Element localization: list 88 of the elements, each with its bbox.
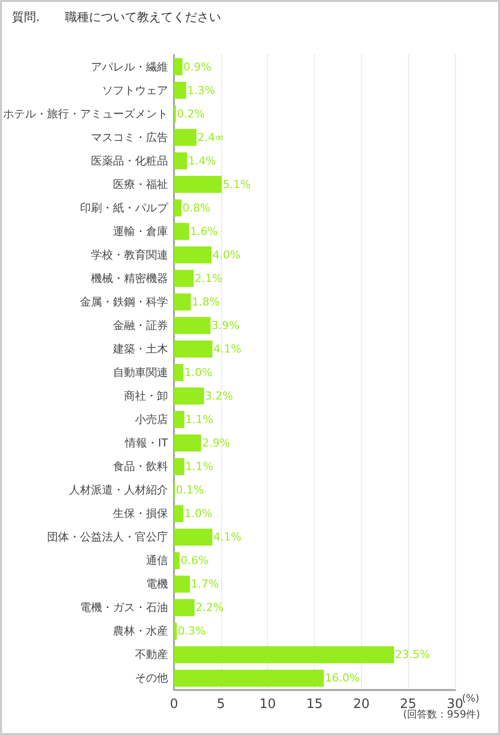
y-tick-label: 機械・精密機器 — [91, 272, 168, 285]
bar — [174, 388, 204, 405]
bar — [174, 434, 202, 452]
bar — [174, 58, 182, 76]
bar — [174, 128, 196, 146]
data-label: 5.1% — [222, 178, 251, 191]
data-label: 0.9% — [183, 60, 212, 74]
x-tick-label: 5 — [216, 697, 225, 712]
data-label: 2.4∞ — [197, 130, 224, 144]
data-label: 0.2% — [176, 107, 205, 120]
text: (回答数：959件) — [403, 708, 480, 720]
bar — [174, 199, 182, 216]
data-label: 2.2% — [196, 601, 224, 614]
x-tick-label: 0 — [170, 697, 178, 712]
bar — [174, 270, 194, 287]
y-tick-label: 電機 — [146, 578, 168, 591]
y-tick-label: 情報・IT — [124, 436, 168, 450]
y-tick-label: 小売店 — [135, 413, 168, 426]
y-tick-label: 人材派遣・人材紹介 — [69, 484, 168, 497]
bar — [174, 246, 212, 264]
data-label: 2.1% — [194, 272, 223, 285]
bar — [174, 82, 186, 99]
data-label: 23.5% — [395, 648, 430, 662]
x-axis-title: (%) — [462, 694, 480, 704]
bar — [174, 222, 189, 240]
data-label: 1.3% — [187, 84, 216, 97]
data-label: 1.7% — [190, 578, 219, 591]
data-label: 0.6% — [180, 554, 209, 568]
bar — [174, 458, 184, 476]
y-tick-label: 学校・教育関連 — [91, 248, 168, 262]
bar — [174, 364, 184, 381]
data-label: 2.9% — [202, 436, 230, 450]
bar — [174, 316, 211, 334]
bar — [174, 646, 394, 664]
bar — [174, 528, 212, 546]
y-tick-label: アパレル・繊維 — [91, 60, 168, 74]
y-tick-label: その他 — [135, 672, 168, 685]
y-tick-label: 生保・損保 — [113, 507, 168, 520]
y-tick-label: ホテル・旅行・アミューズメント — [3, 107, 168, 120]
data-label: 1.4% — [188, 154, 216, 168]
data-label: 1.0% — [184, 366, 212, 379]
bar — [174, 505, 184, 522]
y-tick-label: 医薬品・化粧品 — [91, 154, 168, 168]
y-tick-label: 印刷・紙・パルプ — [80, 201, 169, 214]
bar — [174, 576, 190, 593]
data-label: 4.1% — [213, 342, 242, 356]
data-label: 3.2% — [204, 390, 233, 403]
data-label: 0.8% — [182, 201, 210, 214]
y-tick-label: 運輸・倉庫 — [113, 224, 168, 238]
data-label: 0.3% — [178, 624, 206, 638]
bar — [174, 152, 188, 170]
x-tick-label: 15 — [306, 697, 323, 712]
x-tick-label: 20 — [353, 697, 370, 712]
data-label: 1.1% — [185, 413, 214, 426]
text: 質問. — [12, 10, 40, 24]
y-tick-label: 通信 — [146, 554, 168, 568]
data-label: 3.9% — [212, 318, 240, 332]
y-tick-label: 自動車関連 — [113, 366, 168, 379]
bar — [174, 293, 191, 310]
y-tick-label: 金属・鉄鋼・科学 — [80, 295, 168, 308]
data-label: 1.1% — [185, 460, 214, 474]
y-tick-label: 商社・卸 — [124, 390, 168, 403]
data-label: 16.0% — [324, 672, 360, 685]
data-label: 1.8% — [192, 295, 220, 308]
bar — [174, 622, 177, 640]
y-tick-label: 農林・水産 — [113, 624, 168, 638]
bar — [174, 340, 212, 358]
y-tick-label: 金融・証券 — [113, 318, 168, 332]
y-tick-label: 医療・福祉 — [113, 178, 168, 191]
bar — [174, 599, 195, 616]
data-label: 0.1% — [176, 484, 204, 497]
y-tick-label: ソフトウェア — [102, 84, 168, 97]
y-tick-label: 不動産 — [135, 648, 168, 662]
y-tick-label: 食品・飲料 — [113, 460, 168, 474]
chart-subtitle: 職種について教えてください — [65, 10, 221, 24]
data-label: 1.0% — [184, 507, 212, 520]
y-tick-label: マスコミ・広告 — [91, 130, 168, 144]
bar — [174, 176, 222, 193]
y-tick-label: 電機・ガス・石油 — [80, 601, 168, 614]
data-label: 4.0% — [212, 248, 240, 262]
bar — [174, 411, 184, 428]
y-tick-label: 団体・公益法人・官公庁 — [47, 530, 168, 544]
y-tick-label: 建築・土木 — [112, 342, 168, 356]
bar — [174, 670, 324, 687]
data-label: 4.1% — [213, 530, 242, 544]
x-tick-label: 10 — [259, 697, 276, 712]
bar — [174, 552, 180, 570]
data-label: 1.6% — [190, 224, 218, 238]
